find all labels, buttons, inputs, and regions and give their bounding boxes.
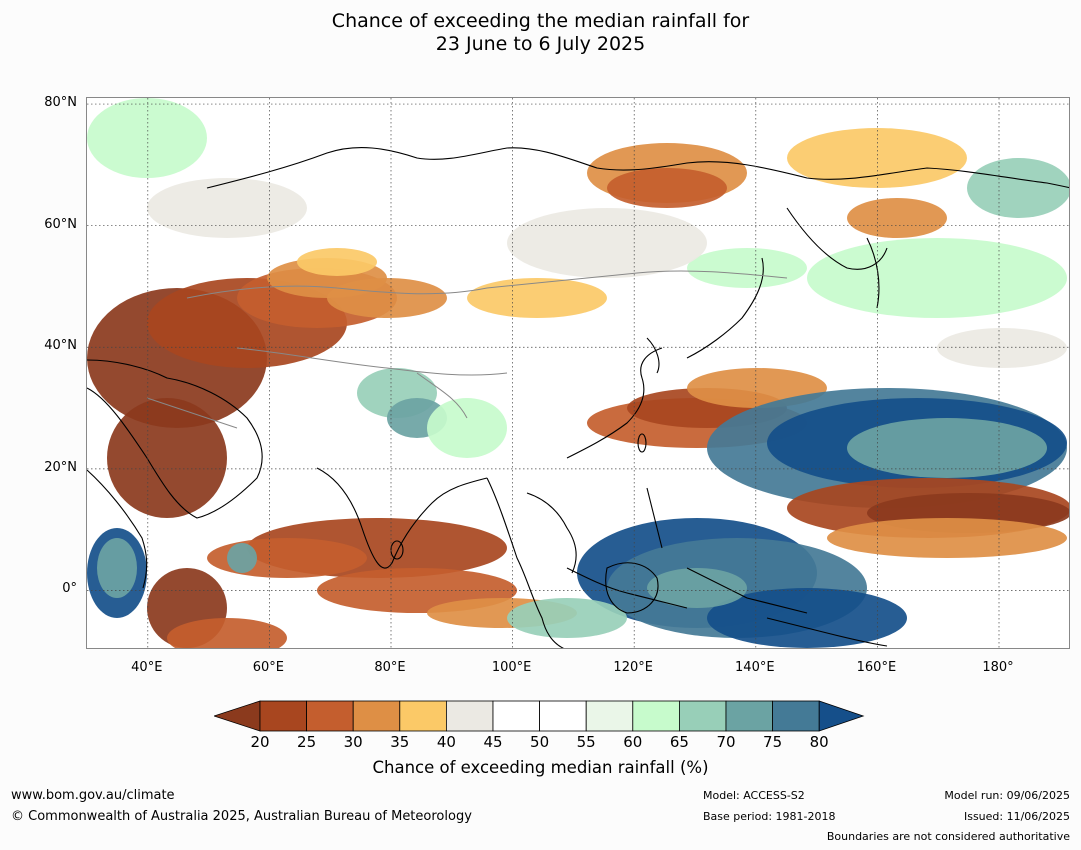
colorbar-tick-label: 80 (809, 733, 829, 751)
colorbar (214, 700, 865, 732)
colorbar-segment (678, 700, 727, 732)
map-title-line-2: 23 June to 6 July 2025 (435, 33, 646, 55)
colorbar-over-extension (818, 700, 865, 732)
latitude-label: 40°N (44, 338, 77, 354)
colorbar-segment (725, 700, 773, 732)
colorbar-segment (772, 700, 820, 732)
colorbar-under-extension (214, 700, 261, 732)
anomaly-region (227, 543, 257, 573)
longitude-label: 80°E (374, 660, 406, 675)
colorbar-tick-label: 60 (623, 733, 643, 751)
longitude-label: 160°E (856, 660, 897, 675)
colorbar-segment (352, 700, 401, 732)
anomaly-region (467, 278, 607, 318)
anomaly-region (807, 238, 1067, 318)
coastlines (87, 147, 1069, 648)
colorbar-tick-label: 55 (576, 733, 596, 751)
website-url[interactable]: www.bom.gov.au/climate (11, 788, 175, 803)
anomaly-region (687, 248, 807, 288)
colorbar-tick-label: 35 (390, 733, 410, 751)
anomaly-region (827, 518, 1067, 558)
rainfall-probability-map (86, 97, 1070, 649)
copyright-notice: © Commonwealth of Australia 2025, Austra… (11, 809, 472, 824)
longitude-label: 60°E (252, 660, 285, 675)
map-title-line-1: Chance of exceeding the median rainfall … (331, 10, 750, 32)
anomaly-region (167, 618, 287, 648)
colorbar-tick-label: 40 (436, 733, 456, 751)
anomaly-region (297, 248, 377, 276)
longitude-label: 100°E (491, 660, 532, 675)
anomaly-region (97, 538, 137, 598)
colorbar-tick-label: 20 (250, 733, 270, 751)
anomaly-region (607, 168, 727, 208)
map-canvas (87, 98, 1069, 648)
anomaly-region (937, 328, 1067, 368)
colorbar-segment (492, 700, 540, 732)
latitude-label: 0° (62, 581, 77, 597)
longitude-label: 180° (982, 660, 1014, 675)
latitude-label: 80°N (44, 95, 77, 111)
colorbar-segment (539, 700, 587, 732)
colorbar-segment (445, 700, 494, 732)
colorbar-tick-label: 45 (483, 733, 503, 751)
colorbar-segment (585, 700, 634, 732)
base-period: Base period: 1981-2018 (703, 810, 836, 823)
anomaly-region (427, 398, 507, 458)
colorbar-tick-label: 30 (343, 733, 363, 751)
latitude-label: 20°N (44, 459, 77, 475)
colorbar-segment (632, 700, 680, 732)
longitude-label: 140°E (735, 660, 775, 675)
anomaly-region (647, 568, 747, 608)
longitude-label: 40°E (131, 660, 163, 675)
colorbar-tick-label: 65 (669, 733, 689, 751)
colorbar-segment (259, 700, 307, 732)
country-borders (146, 270, 788, 429)
model-name: Model: ACCESS-S2 (703, 789, 805, 802)
colorbar-segment (399, 700, 447, 732)
anomaly-region (847, 198, 947, 238)
model-run-date: Model run: 09/06/2025 (944, 789, 1070, 802)
anomaly-region (707, 588, 907, 648)
anomaly-region (787, 128, 967, 188)
anomaly-region (507, 598, 627, 638)
colorbar-segment (306, 700, 354, 732)
boundaries-disclaimer: Boundaries are not considered authoritat… (826, 830, 1070, 843)
anomaly-region (847, 418, 1047, 478)
colorbar-tick-label: 75 (763, 733, 783, 751)
anomaly-region (87, 98, 207, 178)
anomaly-region (507, 208, 707, 278)
anomaly-region (107, 398, 227, 518)
anomaly-region (147, 178, 307, 238)
colorbar-tick-label: 70 (716, 733, 736, 751)
colorbar-tick-label: 25 (297, 733, 317, 751)
colorbar-label: Chance of exceeding median rainfall (%) (372, 758, 709, 777)
latitude-label: 60°N (44, 216, 77, 232)
anomaly-region (967, 158, 1069, 218)
colorbar-tick-label: 50 (530, 733, 550, 751)
graticule (87, 98, 1069, 648)
longitude-label: 120°E (613, 660, 653, 675)
anomaly-region (327, 278, 447, 318)
issued-date: Issued: 11/06/2025 (963, 810, 1070, 823)
rainfall-anomaly-fields (87, 98, 1069, 648)
